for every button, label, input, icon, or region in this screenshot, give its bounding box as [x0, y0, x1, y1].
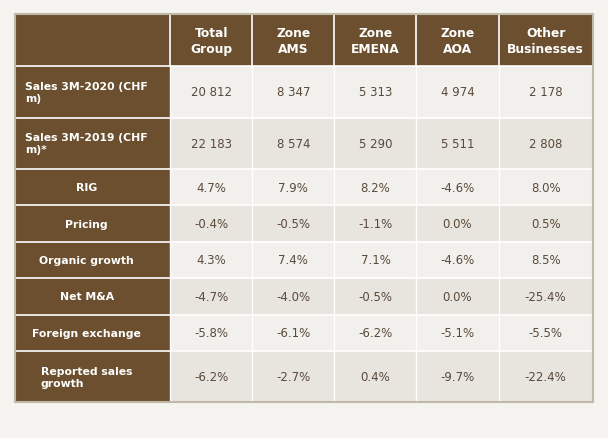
- Bar: [170, 315, 593, 351]
- Text: -6.1%: -6.1%: [276, 327, 311, 339]
- Text: 7.1%: 7.1%: [361, 254, 390, 267]
- Bar: [170, 242, 593, 279]
- Bar: [15, 170, 170, 206]
- Text: 8.0%: 8.0%: [531, 181, 561, 194]
- Text: 5 290: 5 290: [359, 138, 392, 150]
- Bar: [170, 206, 593, 242]
- Text: 5 511: 5 511: [441, 138, 474, 150]
- Text: -4.6%: -4.6%: [440, 254, 475, 267]
- Bar: [15, 15, 593, 67]
- Text: Sales 3M-2020 (CHF
m): Sales 3M-2020 (CHF m): [26, 81, 148, 104]
- Text: -4.6%: -4.6%: [440, 181, 475, 194]
- Text: 4.3%: 4.3%: [196, 254, 226, 267]
- Text: Pricing: Pricing: [65, 219, 108, 229]
- Bar: [15, 15, 593, 403]
- Text: Total
Group: Total Group: [190, 27, 232, 56]
- Text: 0.5%: 0.5%: [531, 218, 561, 230]
- Text: RIG: RIG: [76, 183, 97, 193]
- Text: 4.7%: 4.7%: [196, 181, 226, 194]
- Text: -4.0%: -4.0%: [276, 290, 311, 303]
- Text: Sales 3M-2019 (CHF
m)*: Sales 3M-2019 (CHF m)*: [26, 133, 148, 155]
- Text: 7.9%: 7.9%: [278, 181, 308, 194]
- Text: Foreign exchange: Foreign exchange: [32, 328, 141, 338]
- Text: -2.7%: -2.7%: [276, 371, 311, 383]
- Text: Other
Businesses: Other Businesses: [507, 27, 584, 56]
- Text: 8.5%: 8.5%: [531, 254, 561, 267]
- Text: Organic growth: Organic growth: [40, 255, 134, 265]
- Text: Reported sales
growth: Reported sales growth: [41, 366, 133, 388]
- Text: 5 313: 5 313: [359, 86, 392, 99]
- Text: -0.4%: -0.4%: [194, 218, 229, 230]
- Text: 8 347: 8 347: [277, 86, 310, 99]
- Text: Zone
AOA: Zone AOA: [440, 27, 475, 56]
- Bar: [15, 242, 170, 279]
- Bar: [15, 118, 170, 170]
- Text: 8 574: 8 574: [277, 138, 310, 150]
- Bar: [15, 279, 170, 315]
- Bar: [170, 351, 593, 403]
- Text: 2 808: 2 808: [529, 138, 562, 150]
- Text: 20 812: 20 812: [191, 86, 232, 99]
- Text: 0.0%: 0.0%: [443, 290, 472, 303]
- Bar: [170, 118, 593, 170]
- Text: 0.0%: 0.0%: [443, 218, 472, 230]
- Text: -25.4%: -25.4%: [525, 290, 567, 303]
- Bar: [170, 170, 593, 206]
- Text: 0.4%: 0.4%: [361, 371, 390, 383]
- Bar: [15, 206, 170, 242]
- Text: 7.4%: 7.4%: [278, 254, 308, 267]
- Text: -0.5%: -0.5%: [277, 218, 310, 230]
- Text: Net M&A: Net M&A: [60, 292, 114, 302]
- Text: 8.2%: 8.2%: [361, 181, 390, 194]
- Text: -6.2%: -6.2%: [358, 327, 393, 339]
- Text: -4.7%: -4.7%: [194, 290, 229, 303]
- Text: -6.2%: -6.2%: [194, 371, 229, 383]
- Bar: [170, 279, 593, 315]
- Text: -5.1%: -5.1%: [440, 327, 475, 339]
- Text: -0.5%: -0.5%: [359, 290, 392, 303]
- Bar: [15, 351, 170, 403]
- Text: -5.8%: -5.8%: [195, 327, 228, 339]
- Text: 22 183: 22 183: [191, 138, 232, 150]
- Text: 2 178: 2 178: [529, 86, 562, 99]
- Text: -22.4%: -22.4%: [525, 371, 567, 383]
- Text: Zone
AMS: Zone AMS: [276, 27, 311, 56]
- Bar: [15, 315, 170, 351]
- Text: 4 974: 4 974: [441, 86, 474, 99]
- Text: -9.7%: -9.7%: [440, 371, 475, 383]
- Bar: [170, 67, 593, 118]
- Text: -5.5%: -5.5%: [529, 327, 562, 339]
- Bar: [15, 67, 170, 118]
- Text: Zone
EMENA: Zone EMENA: [351, 27, 400, 56]
- Text: -1.1%: -1.1%: [358, 218, 393, 230]
